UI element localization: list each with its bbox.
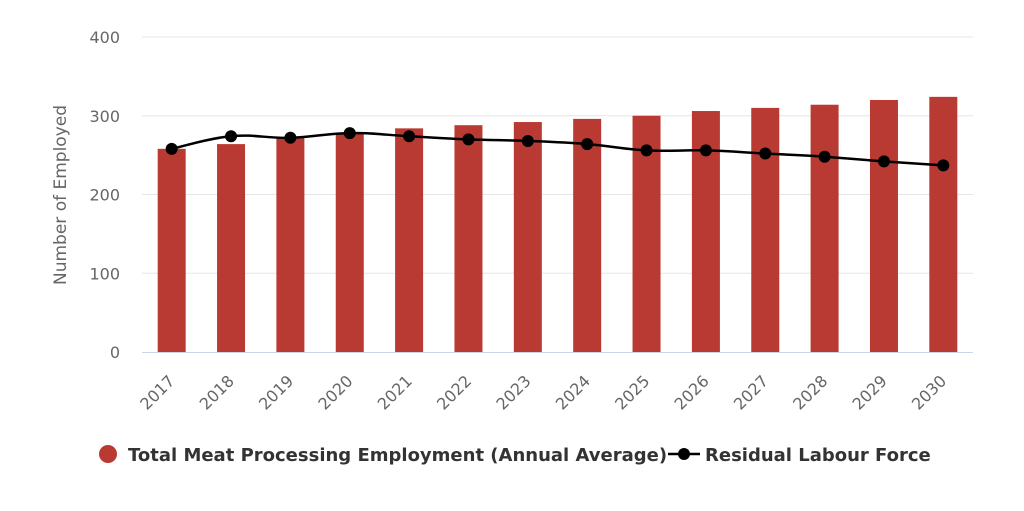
bar-2022[interactable] (454, 125, 483, 352)
x-tick-label: 2025 (611, 371, 653, 413)
line-point-2025[interactable] (640, 144, 653, 157)
x-tick-label: 2023 (492, 371, 534, 413)
bar-2023[interactable] (513, 122, 542, 352)
y-tick-label: 0 (110, 343, 120, 362)
bar-2019[interactable] (276, 137, 305, 352)
line-point-2018[interactable] (225, 130, 238, 143)
x-tick-label: 2021 (374, 371, 416, 413)
y-tick-label: 100 (89, 264, 120, 283)
y-axis-label: Number of Employed (51, 105, 71, 285)
bar-series (157, 96, 958, 353)
x-tick-label: 2018 (196, 371, 238, 413)
line-point-2022[interactable] (462, 133, 475, 146)
bar-2017[interactable] (157, 148, 186, 352)
bar-2024[interactable] (573, 118, 602, 353)
line-point-2020[interactable] (343, 127, 356, 140)
x-tick-label: 2029 (849, 371, 891, 413)
x-tick-label: 2024 (552, 371, 594, 413)
x-tick-label: 2020 (314, 371, 356, 413)
x-tick-label: 2022 (433, 371, 475, 413)
y-tick-label: 400 (89, 28, 120, 47)
line-point-2026[interactable] (699, 144, 712, 157)
line-point-2028[interactable] (818, 150, 831, 163)
line-point-2030[interactable] (937, 159, 950, 172)
line-point-2027[interactable] (759, 147, 772, 160)
legend[interactable]: Total Meat Processing Employment (Annual… (99, 445, 931, 466)
x-tick-label: 2019 (255, 371, 297, 413)
x-tick-label: 2026 (670, 371, 712, 413)
line-point-2017[interactable] (165, 142, 178, 155)
bar-2030[interactable] (929, 96, 958, 352)
bar-2021[interactable] (395, 128, 424, 352)
x-tick-label: 2017 (136, 371, 178, 413)
y-tick-label: 200 (89, 186, 120, 205)
line-series (165, 127, 950, 172)
legend-label-residual-labour[interactable]: Residual Labour Force (705, 445, 931, 466)
bar-2027[interactable] (751, 107, 780, 352)
bar-2029[interactable] (869, 100, 898, 352)
line-point-2024[interactable] (581, 138, 594, 151)
line-point-2019[interactable] (284, 131, 297, 144)
x-tick-label: 2030 (908, 371, 950, 413)
line-point-2029[interactable] (877, 155, 890, 168)
x-tick-label: 2027 (730, 371, 772, 413)
line-point-2023[interactable] (521, 134, 534, 147)
legend-label-meat-processing[interactable]: Total Meat Processing Employment (Annual… (128, 445, 667, 466)
bar-2028[interactable] (810, 104, 839, 352)
legend-bar-marker (99, 445, 117, 463)
gridlines (142, 36, 973, 274)
bar-2018[interactable] (217, 144, 246, 352)
bar-2020[interactable] (335, 133, 364, 352)
x-tick-label: 2028 (789, 371, 831, 413)
line-point-2021[interactable] (403, 130, 416, 143)
legend-line-dot (678, 448, 690, 460)
y-tick-label: 300 (89, 107, 120, 126)
